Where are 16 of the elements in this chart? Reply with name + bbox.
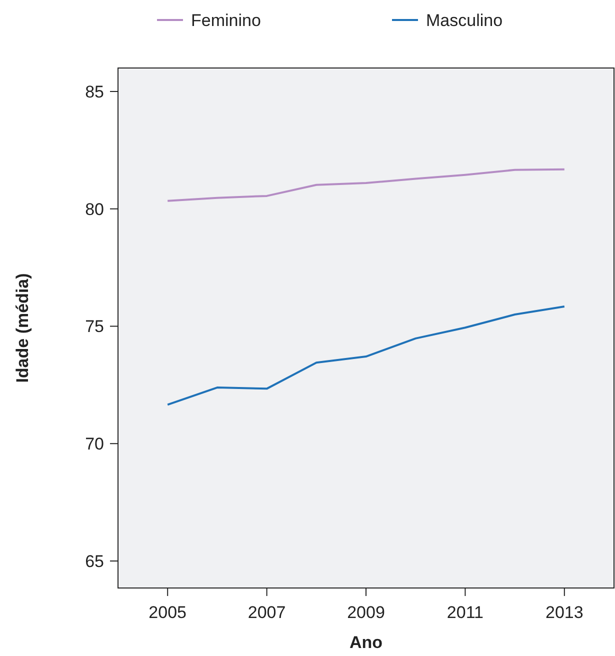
y-tick-label: 85: [85, 82, 104, 102]
y-tick-label: 70: [85, 434, 104, 454]
y-tick-label: 65: [85, 552, 104, 571]
legend-label: Feminino: [191, 10, 261, 30]
x-axis-title: Ano: [349, 633, 383, 652]
y-tick-label: 80: [85, 200, 104, 219]
line-series: [166, 168, 566, 202]
x-tick-label: 2005: [148, 603, 187, 622]
x-tick-label: 2009: [347, 603, 385, 622]
y-axis-title: Idade (média): [13, 273, 32, 383]
x-tick-label: 2007: [248, 603, 286, 622]
y-tick-label: 75: [85, 317, 104, 336]
x-tick-label: 2013: [545, 603, 584, 622]
legend-label: Masculino: [426, 10, 503, 30]
x-tick-label: 2011: [446, 603, 484, 622]
line-series: [166, 306, 566, 406]
